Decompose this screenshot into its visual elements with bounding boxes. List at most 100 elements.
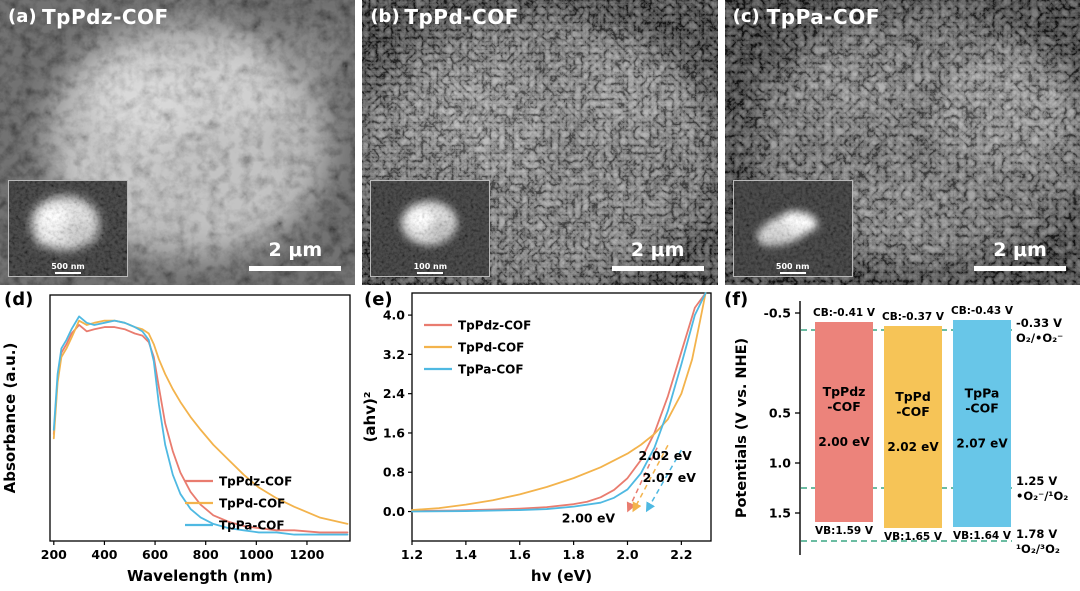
sem-inset-image-a [9, 181, 127, 276]
scalebar-label-b: 2 μm [630, 239, 685, 261]
svg-text:TpPa-COF: TpPa-COF [219, 519, 285, 533]
inset-scale-label-b: 100 nm [413, 262, 448, 271]
panel-label-b: (b) [370, 6, 400, 27]
svg-text:800: 800 [193, 547, 219, 562]
sample-name-b: TpPd-COF [404, 5, 519, 29]
band-diagram: -0.33 VO₂/•O₂⁻ 1.25 V•O₂⁻/¹O₂ 1.78 V¹O₂/³O… [734, 301, 1068, 556]
svg-text:2.0: 2.0 [616, 547, 638, 562]
svg-text:1.2: 1.2 [401, 547, 423, 562]
svg-text:CB:-0.41 V: CB:-0.41 V [813, 307, 876, 319]
svg-text:2.02 eV: 2.02 eV [887, 440, 939, 454]
svg-text:TpPd: TpPd [895, 389, 931, 404]
tauc-panel: (e) 1.2 1.4 1.6 1.8 2.0 2.2 0.0 0.8 1.6 2.4 3.2 4.0… [360, 285, 720, 591]
panel-label-c: (c) [732, 6, 760, 27]
band-panel: (f) -0.33 V O₂/•O₂⁻ 1.25 V •O₂⁻/¹O₂ 1.78 V ¹O… [720, 285, 1080, 591]
svg-text:CB:-0.43 V: CB:-0.43 V [951, 305, 1014, 317]
scalebar-label-a: 2 μm [268, 239, 323, 261]
scalebar-label-c: 2 μm [993, 239, 1047, 261]
sem-inset-a: 500 nm [8, 180, 128, 277]
svg-text:-0.5: -0.5 [764, 306, 791, 321]
inset-scale-label-a: 500 nm [51, 262, 85, 271]
sem-panel-a: (a) TpPdz-COF [0, 0, 356, 285]
sem-inset-image-b [371, 181, 490, 276]
svg-text:1.0: 1.0 [769, 456, 791, 471]
scalebar-c: 2 μm [974, 239, 1066, 271]
svg-text:VB:1.59 V: VB:1.59 V [815, 525, 874, 537]
svg-text:1.25 V: 1.25 V [1016, 474, 1057, 488]
panel-label-f: (f) [724, 289, 749, 310]
svg-text:2.07 eV: 2.07 eV [956, 437, 1008, 451]
svg-text:VB:1.64 V: VB:1.64 V [953, 530, 1012, 542]
svg-text:Potentials (V vs. NHE): Potentials (V vs. NHE) [734, 338, 750, 518]
scalebar-line-a [249, 266, 342, 271]
svg-text:-COF: -COF [827, 399, 861, 414]
uvvis-chart: 200 400 600 800 1000 1200 Wavelength (nm) Absor… [1, 294, 351, 585]
svg-text:-0.33 V: -0.33 V [1016, 316, 1062, 330]
svg-text:TpPa-COF: TpPa-COF [458, 363, 524, 377]
svg-text:3.2: 3.2 [383, 347, 405, 362]
svg-text:Absorbance (a.u.): Absorbance (a.u.) [1, 343, 19, 494]
svg-text:2.2: 2.2 [670, 547, 692, 562]
sem-inset-c: 500 nm [732, 180, 853, 277]
sem-inset-b: 100 nm [370, 180, 491, 277]
svg-text:2.00 eV: 2.00 eV [818, 435, 870, 449]
panel-label-a: (a) [8, 6, 37, 27]
svg-text:1000: 1000 [239, 547, 274, 562]
svg-text:200: 200 [41, 547, 67, 562]
inset-scalebar-a: 500 nm [9, 262, 127, 274]
svg-text:-COF: -COF [965, 401, 999, 416]
svg-text:Wavelength (nm): Wavelength (nm) [127, 567, 273, 585]
svg-text:•O₂⁻/¹O₂: •O₂⁻/¹O₂ [1016, 489, 1068, 503]
sem-row: (a) TpPdz-COF [0, 0, 1080, 285]
svg-text:TpPdz: TpPdz [823, 384, 866, 399]
tauc-chart: 1.2 1.4 1.6 1.8 2.0 2.2 0.0 0.8 1.6 2.4 3.2 4.0 hv (… [361, 292, 712, 585]
inset-scale-label-c: 500 nm [775, 262, 810, 271]
svg-text:0.0: 0.0 [383, 504, 405, 519]
uvvis-panel: (d) 200 400 600 800 1000 1200 Wavelength (nm) A… [0, 285, 360, 591]
svg-text:2.4: 2.4 [383, 386, 405, 401]
svg-text:TpPdz-COF: TpPdz-COF [458, 319, 531, 333]
svg-text:1.5: 1.5 [769, 506, 791, 521]
scalebar-line-c [974, 266, 1066, 271]
svg-text:2.07 eV: 2.07 eV [643, 470, 697, 485]
svg-text:1.6: 1.6 [509, 547, 531, 562]
svg-text:O₂/•O₂⁻: O₂/•O₂⁻ [1016, 331, 1063, 345]
svg-text:TpPa: TpPa [965, 386, 1000, 401]
scalebar-a: 2 μm [249, 239, 342, 271]
svg-text:0.5: 0.5 [769, 406, 791, 421]
scalebar-line-b [611, 266, 704, 271]
svg-text:VB:1.65 V: VB:1.65 V [884, 531, 943, 543]
svg-text:400: 400 [91, 547, 117, 562]
panel-label-e: (e) [364, 289, 393, 310]
svg-text:4.0: 4.0 [383, 308, 405, 323]
svg-text:TpPdz-COF: TpPdz-COF [219, 475, 292, 489]
sample-name-a: TpPdz-COF [42, 5, 169, 29]
svg-text:CB:-0.37 V: CB:-0.37 V [882, 311, 945, 323]
inset-scale-line-c [779, 272, 806, 274]
svg-text:1.78 V: 1.78 V [1016, 527, 1057, 541]
inset-scale-line-a [55, 272, 81, 274]
svg-text:1.6: 1.6 [383, 425, 405, 440]
svg-text:0.8: 0.8 [383, 465, 405, 480]
sem-panel-b: (b) TpPd-COF [362, 0, 718, 285]
inset-scalebar-c: 500 nm [734, 262, 852, 274]
chart-row: (d) 200 400 600 800 1000 1200 Wavelength (nm) A… [0, 285, 1080, 591]
svg-text:2.00 eV: 2.00 eV [562, 510, 616, 525]
scalebar-b: 2 μm [611, 239, 704, 271]
svg-text:2.02 eV: 2.02 eV [639, 448, 693, 463]
svg-text:600: 600 [142, 547, 168, 562]
inset-scalebar-b: 100 nm [371, 262, 489, 274]
sem-panel-c: (c) TpPa-COF [724, 0, 1080, 285]
svg-text:TpPd-COF: TpPd-COF [458, 341, 524, 355]
panel-label-d: (d) [4, 289, 34, 310]
svg-text:hv (eV): hv (eV) [531, 567, 592, 585]
sem-inset-image-c [733, 181, 852, 276]
sem-image-b [362, 0, 718, 285]
svg-text:-COF: -COF [896, 404, 930, 419]
inset-scale-line-b [417, 272, 444, 274]
svg-text:1.8: 1.8 [563, 547, 585, 562]
svg-text:1200: 1200 [290, 547, 325, 562]
svg-text:TpPd-COF: TpPd-COF [219, 497, 285, 511]
sample-name-c: TpPa-COF [766, 5, 880, 29]
